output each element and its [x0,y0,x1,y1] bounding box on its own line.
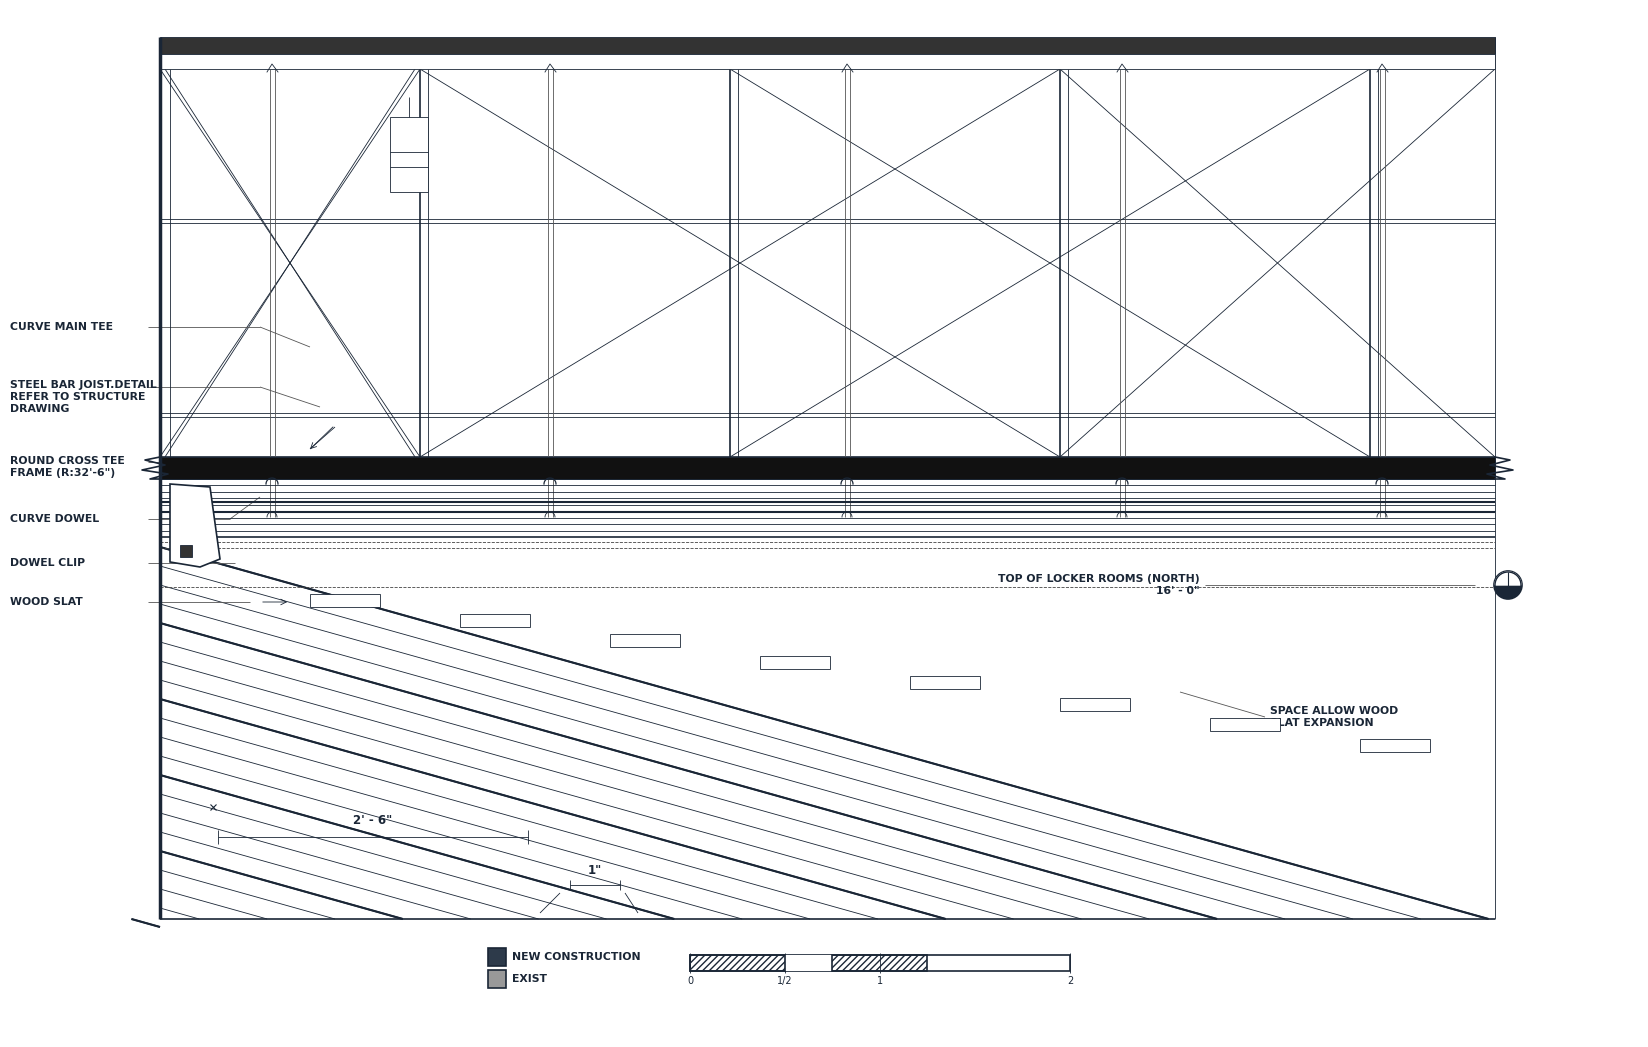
Text: EXIST: EXIST [513,974,547,984]
Text: ROUND CROSS TEE
FRAME (R:32'-6"): ROUND CROSS TEE FRAME (R:32'-6") [10,456,125,477]
Bar [760,656,831,669]
Bar [160,54,1495,69]
Text: 2' - 6": 2' - 6" [353,814,392,827]
Bar [1060,698,1131,711]
Text: WOOD SLAT: WOOD SLAT [10,597,82,607]
Bar [1210,718,1280,731]
Bar [832,955,928,971]
Circle shape [1495,571,1523,599]
Bar [610,634,681,647]
Text: 1: 1 [877,976,883,986]
Wedge shape [1495,585,1521,598]
Bar [488,970,506,988]
Bar [784,955,832,971]
Text: SPACE ALLOW WOOD
SLAT EXPANSION: SPACE ALLOW WOOD SLAT EXPANSION [1271,706,1398,728]
Bar [310,594,381,607]
Bar [910,676,981,689]
Text: CURVE DOWEL: CURVE DOWEL [10,514,99,524]
Text: CURVE MAIN TEE: CURVE MAIN TEE [10,322,114,332]
Bar [691,955,1070,971]
Text: 1/2: 1/2 [778,976,793,986]
Text: DOWEL CLIP: DOWEL CLIP [10,558,86,569]
Text: NEW CONSTRUCTION: NEW CONSTRUCTION [513,952,641,962]
Bar [460,614,531,627]
Bar [488,948,506,966]
Bar [160,37,1495,54]
Text: 0: 0 [687,976,694,986]
Bar [691,955,784,971]
Text: STEEL BAR JOIST.DETAIL
REFER TO STRUCTURE
DRAWING: STEEL BAR JOIST.DETAIL REFER TO STRUCTUR… [10,380,157,414]
Polygon shape [170,484,219,567]
Wedge shape [1495,572,1521,585]
Bar [391,117,428,192]
Text: 1": 1" [588,864,602,877]
Bar [1360,739,1430,752]
Text: TOP OF LOCKER ROOMS (NORTH)
16' - 0": TOP OF LOCKER ROOMS (NORTH) 16' - 0" [999,574,1200,596]
Text: 2: 2 [1066,976,1073,986]
Bar [180,545,193,557]
Bar [160,456,1495,478]
